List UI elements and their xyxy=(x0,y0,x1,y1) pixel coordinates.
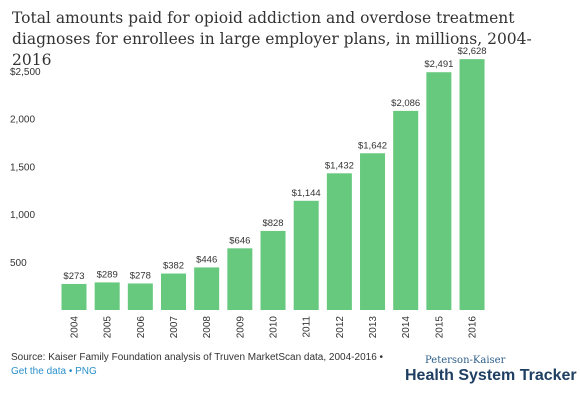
x-tick-label: 2005 xyxy=(103,316,114,339)
bar xyxy=(360,153,386,310)
data-label: $646 xyxy=(229,235,250,246)
data-label: $278 xyxy=(130,270,151,281)
x-tick-label: 2011 xyxy=(302,316,313,338)
bar xyxy=(227,248,253,310)
x-tick-label: 2015 xyxy=(434,316,445,339)
x-tick-label: 2014 xyxy=(401,316,412,339)
data-label: $1,144 xyxy=(292,188,321,199)
data-label: $382 xyxy=(163,261,184,272)
x-tick-label: 2004 xyxy=(70,316,81,339)
bar xyxy=(426,72,452,311)
data-label: $2,086 xyxy=(391,98,420,109)
bar xyxy=(194,267,220,310)
chart-title: Total amounts paid for opioid addiction … xyxy=(12,9,532,69)
x-tick-label: 2010 xyxy=(269,316,280,339)
png-link[interactable]: PNG xyxy=(75,366,97,377)
x-tick-label: 2016 xyxy=(468,316,479,339)
data-label: $273 xyxy=(63,271,84,282)
get-data-link[interactable]: Get the data xyxy=(11,366,67,377)
data-label: $2,491 xyxy=(424,59,453,70)
x-tick-label: 2006 xyxy=(136,316,147,339)
y-axis: 500 1,000 1,500 2,000 $2,500 xyxy=(10,67,41,269)
x-tick-label: 2013 xyxy=(368,316,379,339)
bar xyxy=(459,59,485,311)
bar-series xyxy=(61,59,485,311)
x-tick-label: 2007 xyxy=(169,316,180,339)
bar xyxy=(94,282,120,310)
x-tick-label: 2009 xyxy=(235,316,246,339)
bar xyxy=(260,230,286,310)
bar xyxy=(61,283,87,310)
y-tick-label: 500 xyxy=(10,258,27,269)
x-axis: 2004 2005 2006 2007 2008 2009 2010 2011 2012 2013… xyxy=(70,316,479,339)
x-tick-label: 2012 xyxy=(335,316,346,339)
y-tick-label: 1,000 xyxy=(10,210,35,221)
data-label: $1,432 xyxy=(325,160,354,171)
data-label: $2,628 xyxy=(458,46,487,57)
link-separator: • xyxy=(66,366,76,377)
y-tick-label: 2,000 xyxy=(10,115,35,126)
source-note: Source: Kaiser Family Foundation analysi… xyxy=(11,352,384,363)
bar xyxy=(127,283,153,310)
brand-subtitle: Peterson-Kaiser xyxy=(425,355,506,366)
data-label: $828 xyxy=(262,218,283,229)
x-tick-label: 2008 xyxy=(202,316,213,339)
data-labels: $273 $289 $278 $382 $446 $646 $828 $1,144 $1,432… xyxy=(63,46,486,282)
bar xyxy=(161,273,187,310)
bar xyxy=(293,200,319,310)
y-tick-label: $2,500 xyxy=(10,67,41,78)
data-label: $289 xyxy=(97,269,118,280)
data-label: $446 xyxy=(196,254,217,265)
brand-logo-text: Health System Tracker xyxy=(405,367,577,384)
bar xyxy=(326,173,352,310)
data-label: $1,642 xyxy=(358,140,387,151)
footer-links: Get the data • PNG xyxy=(11,366,97,377)
y-tick-label: 1,500 xyxy=(10,162,35,173)
bar xyxy=(393,110,419,310)
